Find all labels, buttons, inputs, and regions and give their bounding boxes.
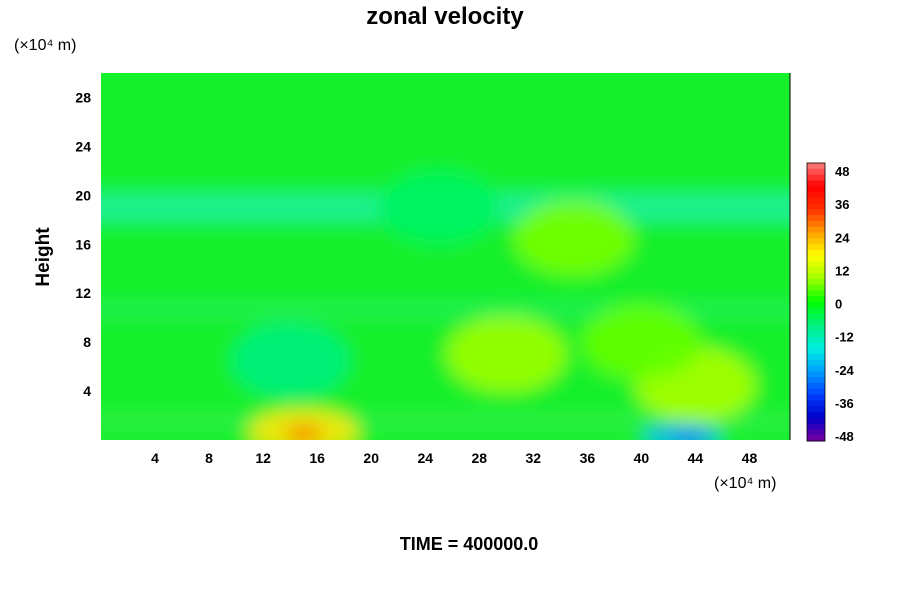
- x-tick-label: 20: [363, 450, 379, 466]
- x-tick-label: 28: [471, 450, 487, 466]
- colorbar-swatch: [807, 180, 825, 187]
- colorbar-swatch: [807, 209, 825, 216]
- colorbar-tick-label: -12: [835, 330, 854, 345]
- colorbar-tick-label: -36: [835, 396, 854, 411]
- chart-title: zonal velocity: [366, 3, 524, 30]
- colorbar-frame: [806, 162, 826, 442]
- colorbar-swatch: [807, 238, 825, 245]
- colorbar-tick-labels: 48 36 24 12 0 -12 -24 -36 -48: [835, 164, 855, 444]
- y-tick-label: 24: [75, 138, 91, 154]
- y-tick-label: 4: [83, 383, 91, 399]
- colorbar-swatch: [807, 388, 825, 396]
- x-unit-label: (×10⁴ m): [714, 475, 776, 492]
- colorbar-tick-label: 24: [835, 230, 850, 245]
- x-tick-labels: 4 8 12 16 20 24 28 32 36 40 44 48: [151, 450, 757, 466]
- colorbar-swatch: [807, 255, 825, 262]
- colorbar-tick-label: -24: [835, 363, 855, 378]
- colorbar-swatch: [807, 261, 825, 268]
- y-axis-label: Height: [33, 227, 54, 287]
- x-tick-label: 32: [526, 450, 542, 466]
- colorbar-swatch: [807, 290, 825, 297]
- colorbar-swatch: [807, 244, 825, 251]
- colorbar-tick-label: -48: [835, 429, 854, 444]
- colorbar-swatch: [807, 191, 825, 199]
- colorbar-swatch: [807, 417, 825, 425]
- colorbar-swatch: [807, 330, 825, 338]
- colorbar-swatch: [807, 267, 825, 274]
- colorbar-tick-label: 12: [835, 263, 849, 278]
- colorbar-swatch: [807, 336, 825, 344]
- colorbar-swatch: [807, 354, 825, 361]
- colorbar-tick-label: 36: [835, 197, 849, 212]
- colorbar-swatch: [807, 365, 825, 372]
- x-tick-label: 8: [205, 450, 213, 466]
- colorbar-swatch: [807, 406, 825, 413]
- colorbar-swatch: [807, 296, 825, 303]
- colorbar-swatch: [807, 186, 825, 193]
- colorbar-swatch: [807, 325, 825, 332]
- colorbar-swatch: [807, 220, 825, 228]
- colorbar-swatch: [807, 249, 825, 257]
- y-tick-labels: 4 8 12 16 20 24 28: [75, 89, 91, 399]
- x-tick-label: 24: [417, 450, 433, 466]
- colorbar-swatch: [807, 377, 825, 384]
- colorbar: [806, 162, 826, 442]
- colorbar-swatch: [807, 174, 825, 181]
- colorbar-swatch: [807, 359, 825, 367]
- y-tick-label: 8: [83, 334, 91, 350]
- colorbar-tick-label: 48: [835, 164, 849, 179]
- x-tick-label: 44: [688, 450, 704, 466]
- colorbar-swatch: [807, 313, 825, 320]
- colorbar-swatch: [807, 273, 825, 280]
- x-tick-label: 48: [742, 450, 758, 466]
- x-tick-label: 4: [151, 450, 159, 466]
- colorbar-swatch: [807, 429, 825, 436]
- colorbar-swatch: [807, 284, 825, 291]
- x-tick-label: 16: [309, 450, 325, 466]
- x-tick-label: 12: [255, 450, 271, 466]
- time-label: TIME = 400000.0: [400, 534, 539, 554]
- colorbar-swatch: [807, 394, 825, 401]
- y-tick-label: 20: [75, 187, 91, 203]
- colorbar-swatch: [807, 400, 825, 407]
- colorbar-swatch: [807, 203, 825, 210]
- y-tick-label: 16: [75, 236, 91, 252]
- colorbar-swatch: [807, 423, 825, 430]
- colorbar-swatch: [807, 168, 825, 176]
- colorbar-swatch: [807, 435, 825, 442]
- colorbar-swatch: [807, 371, 825, 378]
- x-tick-label: 36: [580, 450, 596, 466]
- heatmap-field: [101, 73, 790, 440]
- colorbar-swatch: [807, 163, 825, 170]
- colorbar-swatch: [807, 226, 825, 233]
- colorbar-swatch: [807, 278, 825, 286]
- colorbar-swatch: [807, 307, 825, 315]
- y-tick-label: 12: [75, 285, 91, 301]
- colorbar-swatch: [807, 232, 825, 239]
- y-unit-label: (×10⁴ m): [14, 37, 76, 54]
- y-tick-label: 28: [75, 89, 91, 105]
- x-tick-label: 40: [634, 450, 650, 466]
- colorbar-swatch: [807, 383, 825, 390]
- colorbar-swatch: [807, 348, 825, 355]
- colorbar-tick-label: 0: [835, 297, 842, 312]
- colorbar-swatch: [807, 215, 825, 222]
- colorbar-swatch: [807, 342, 825, 349]
- colorbar-swatch: [807, 197, 825, 205]
- colorbar-swatch: [807, 302, 825, 309]
- colorbar-swatch: [807, 319, 825, 326]
- colorbar-swatch: [807, 412, 825, 419]
